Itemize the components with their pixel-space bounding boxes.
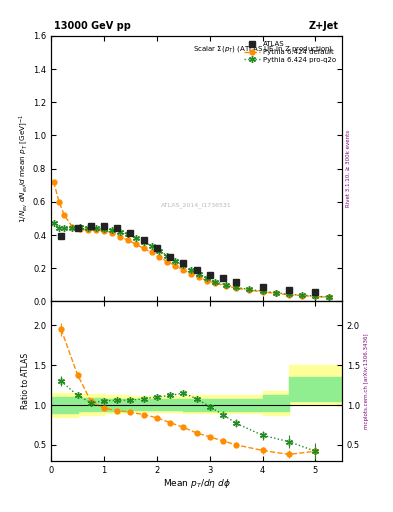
Y-axis label: Ratio to ATLAS: Ratio to ATLAS (21, 353, 30, 409)
Y-axis label: mcplots.cern.ch [arXiv:1306.3436]: mcplots.cern.ch [arXiv:1306.3436] (364, 333, 369, 429)
Y-axis label: Rivet 3.1.10, ≥ 300k events: Rivet 3.1.10, ≥ 300k events (346, 130, 351, 207)
Text: Scalar $\Sigma(p_T)$ (ATLAS UE in Z production): Scalar $\Sigma(p_T)$ (ATLAS UE in Z prod… (193, 44, 333, 54)
Text: Z+Jet: Z+Jet (309, 20, 339, 31)
X-axis label: Mean $p_T/d\eta\ d\phi$: Mean $p_T/d\eta\ d\phi$ (163, 477, 230, 490)
Text: 13000 GeV pp: 13000 GeV pp (54, 20, 131, 31)
Y-axis label: $1/N_{ev}\ dN_{ev}/d$ mean $p_T\ [\mathrm{GeV}]^{-1}$: $1/N_{ev}\ dN_{ev}/d$ mean $p_T\ [\mathr… (17, 114, 30, 223)
Legend: ATLAS, Pythia 6.424 default, Pythia 6.424 pro-q2o: ATLAS, Pythia 6.424 default, Pythia 6.42… (242, 39, 338, 65)
Text: ATLAS_2014_I1736531: ATLAS_2014_I1736531 (161, 202, 232, 207)
